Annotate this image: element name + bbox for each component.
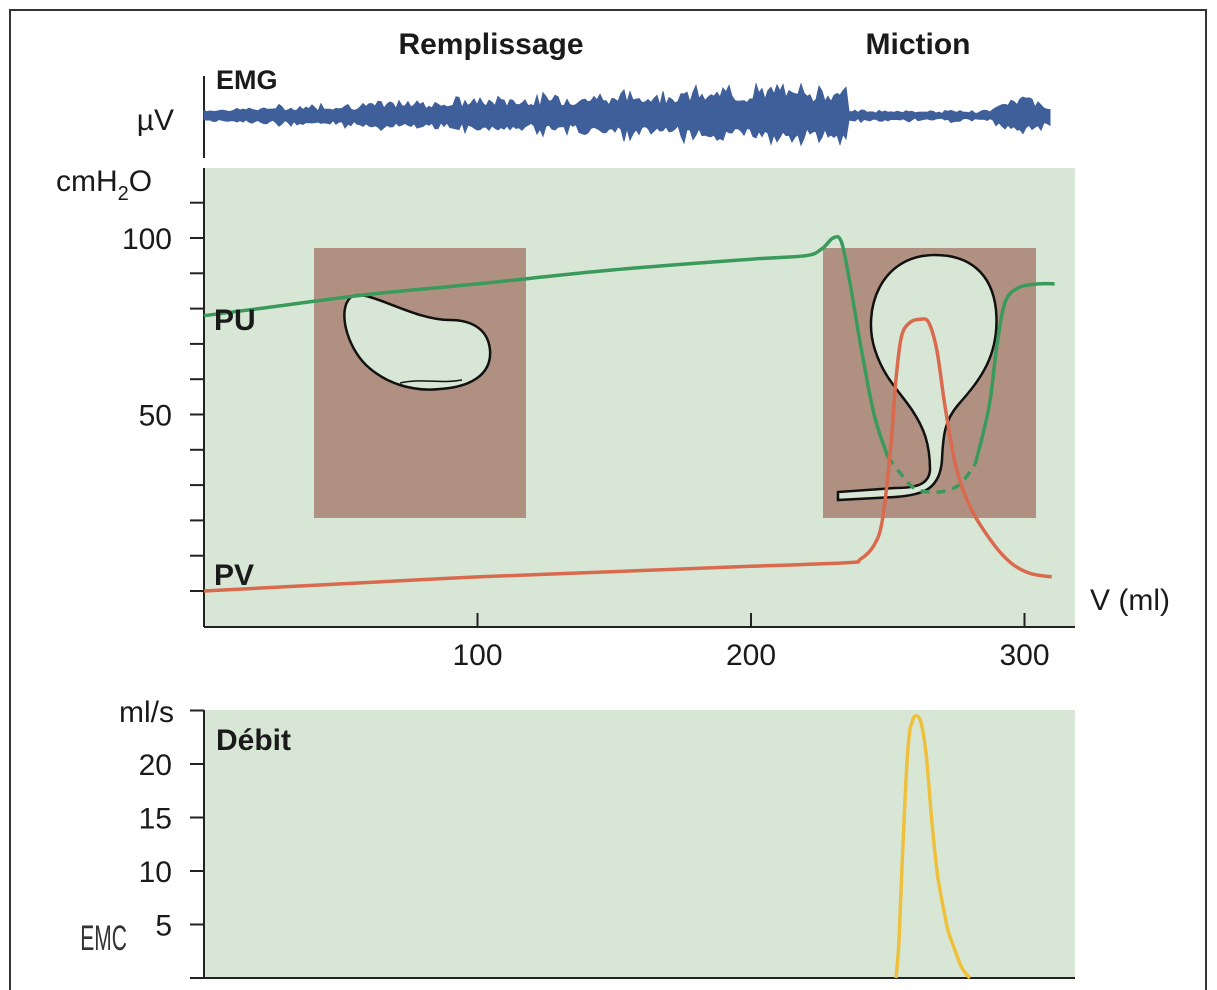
flow-panel-bg [204, 710, 1075, 978]
pv-curve [203, 317, 1053, 593]
flow-ticks: 5 10 15 20 [139, 709, 204, 979]
flow-y-tick-label: 20 [139, 749, 172, 782]
emg-series-label: EMG [216, 65, 278, 95]
pu-curve [203, 234, 1055, 465]
flow-series-label: Débit [216, 724, 291, 757]
pressure-ticks: 50 100 100 200 300 [122, 201, 1050, 672]
flow-curve [894, 714, 972, 980]
pressure-y-tick-label: 50 [139, 400, 172, 433]
phase-label-filling: Remplissage [398, 28, 583, 61]
x-axis-label: V (ml) [1090, 584, 1170, 617]
bladder-floor-line [399, 379, 463, 384]
pressure-unit-label: cmH2O [56, 165, 152, 205]
flow-unit-label: ml/s [119, 696, 174, 729]
figure-frame [9, 9, 1207, 990]
x-tick-label: 100 [452, 639, 502, 672]
pu-dashed-dip [886, 455, 977, 495]
phase-label-voiding: Miction [866, 28, 971, 61]
flow-y-tick-label: 10 [139, 856, 172, 889]
pu-series-label: PU [214, 304, 256, 337]
x-tick-label: 200 [726, 639, 776, 672]
pv-series-label: PV [214, 559, 254, 592]
x-tick-label: 300 [999, 639, 1049, 672]
emc-watermark: EMC [80, 920, 127, 959]
flow-y-tick-label: 15 [139, 803, 172, 836]
pressure-y-tick-label: 100 [122, 223, 172, 256]
emg-unit-label: µV [137, 104, 174, 137]
bladder-voiding-icon [836, 253, 998, 502]
flow-y-tick-label: 5 [155, 910, 172, 943]
emg-signal [203, 82, 1051, 147]
